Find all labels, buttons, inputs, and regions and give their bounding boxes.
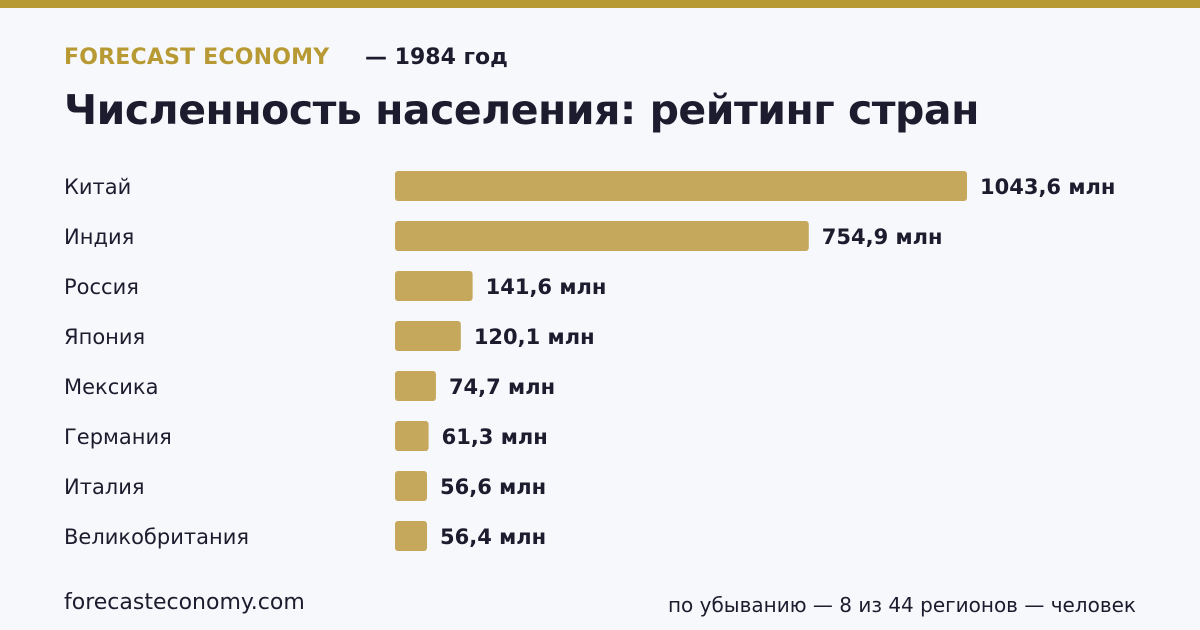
top-accent-bar [0,0,1200,8]
bar [395,321,461,351]
footer-note: по убыванию — 8 из 44 регионов — человек [667,593,1136,617]
category-label: Германия [64,425,172,449]
category-label: Россия [64,275,139,299]
category-label: Китай [64,175,131,199]
value-label: 56,6 млн [440,475,546,499]
footer-source: forecasteconomy.com [64,590,305,615]
value-label: 120,1 млн [474,325,595,349]
value-label: 56,4 млн [440,525,546,549]
category-label: Мексика [64,375,158,399]
value-label: 141,6 млн [486,275,607,299]
bar [395,171,967,201]
brand-label: FORECAST ECONOMY [64,45,330,70]
bar-chart: Китай 1043,6 млн Индия 754,9 млн Россия 141,6… [64,171,1115,551]
bar [395,271,473,301]
category-label: Великобритания [64,525,249,549]
page-title: Численность населения: рейтинг стран [64,86,979,134]
bar [395,471,427,501]
value-label: 61,3 млн [442,425,548,449]
value-label: 1043,6 млн [980,175,1115,199]
category-label: Япония [64,325,145,349]
bar [395,371,436,401]
year-subtitle: — 1984 год [365,45,508,70]
category-label: Индия [64,225,134,249]
category-label: Италия [64,475,145,499]
value-label: 754,9 млн [822,225,943,249]
bar [395,221,809,251]
bar [395,421,429,451]
value-label: 74,7 млн [449,375,555,399]
bar [395,521,427,551]
